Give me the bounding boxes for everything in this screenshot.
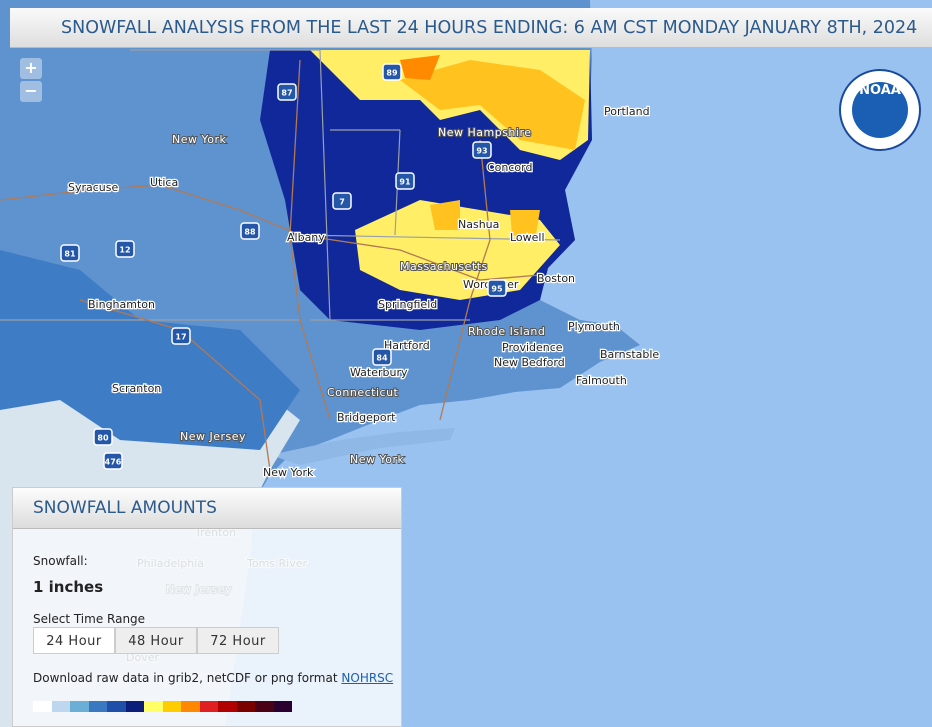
noaa-logo-text: NOAA [859, 83, 901, 98]
shield-number: 7 [339, 198, 345, 207]
snow-yellow-mass [355, 200, 560, 300]
legend-swatch [33, 701, 52, 712]
snow-moderate [0, 250, 300, 450]
highway-shield [277, 83, 297, 101]
legend-swatch [125, 701, 144, 712]
shield-number: 89 [386, 69, 398, 78]
state-label: Rhode Island [468, 325, 545, 338]
shield-number: 91 [399, 178, 411, 187]
highway-shield [372, 348, 392, 366]
city-label: Waterbury [350, 366, 408, 379]
legend-swatch [70, 701, 89, 712]
city-label: Concord [487, 161, 532, 174]
state-label: New Jersey [180, 430, 246, 443]
range-button[interactable]: 24 Hour [33, 627, 115, 654]
range-button[interactable]: 72 Hour [197, 627, 279, 654]
snow-deep-orange [400, 55, 440, 80]
city-label: Barnstable [600, 348, 659, 361]
snow-orange-mass [430, 200, 460, 230]
shield-number: 95 [491, 285, 503, 294]
city-label: Falmouth [576, 374, 627, 387]
long-island [270, 428, 455, 465]
highway-shield [115, 240, 135, 258]
legend-swatch [199, 701, 218, 712]
panel-title: SNOWFALL AMOUNTS [13, 488, 401, 529]
highways [0, 59, 541, 471]
highway-shield [472, 141, 492, 159]
legend-swatch [255, 701, 274, 712]
city-label: Utica [150, 176, 178, 189]
legend-swatch [88, 701, 107, 712]
shield-number: 80 [97, 434, 109, 443]
state-label: Massachusetts [400, 260, 488, 273]
city-label: Providence [502, 341, 563, 354]
city-label: Bridgeport [337, 411, 396, 424]
city-label: Boston [537, 272, 575, 285]
legend-swatch [218, 701, 237, 712]
city-label: Nashua [458, 218, 499, 231]
download-text: Download raw data in grib2, netCDF or pn… [33, 671, 338, 685]
shield-number: 12 [119, 246, 130, 255]
range-button[interactable]: 48 Hour [115, 627, 197, 654]
download-row: Download raw data in grib2, netCDF or pn… [33, 671, 393, 685]
city-label: New Bedford [494, 356, 565, 369]
highway-shield [103, 452, 123, 470]
shield-number: 88 [244, 228, 256, 237]
city-label: New York [263, 466, 314, 479]
legend-swatch [144, 701, 163, 712]
noaa-logo-inner [852, 82, 908, 138]
shield-number: 17 [175, 333, 186, 342]
shield-number: 87 [281, 89, 292, 98]
highway-shield [395, 172, 415, 190]
zoom-in[interactable]: + [20, 58, 42, 79]
header-title: SNOWFALL ANALYSIS FROM THE LAST 24 HOURS… [61, 18, 918, 38]
snowfall-panel: SNOWFALL AMOUNTS Snowfall: 1 inches Sele… [12, 487, 402, 727]
snow-orange-mass2 [510, 210, 540, 240]
snow-orange-north [400, 60, 585, 150]
state-label: New York [172, 133, 227, 146]
field-value: 1 inches [33, 578, 104, 596]
highway-shield [171, 327, 191, 345]
highway-shield [240, 222, 260, 240]
shield-number: 93 [476, 147, 487, 156]
city-label: Lowell [510, 231, 545, 244]
legend [33, 701, 292, 712]
highway-shields: 87 89 93 91 7 88 81 12 17 84 95 80 476 [60, 63, 507, 470]
range-label: Select Time Range [33, 612, 146, 626]
city-label: Scranton [112, 382, 161, 395]
state-label: Connecticut [327, 386, 399, 399]
state-borders [0, 49, 561, 321]
legend-swatch [107, 701, 126, 712]
city-label: Portland [604, 105, 650, 118]
zoom-out[interactable]: − [20, 81, 42, 102]
highway-shield [332, 192, 352, 210]
highway-shield [60, 244, 80, 262]
city-label: Plymouth [568, 320, 620, 333]
legend-swatch [273, 701, 292, 712]
city-label: Hartford [384, 339, 430, 352]
legend-swatch [51, 701, 70, 712]
shield-number: 84 [376, 354, 388, 363]
header-bar: SNOWFALL ANALYSIS FROM THE LAST 24 HOURS… [10, 8, 932, 48]
highway-shield [382, 63, 402, 81]
shield-number: 81 [64, 250, 76, 259]
city-label: Syracuse [68, 181, 119, 194]
legend-swatch [162, 701, 181, 712]
legend-swatch [181, 701, 200, 712]
state-label: New York [350, 453, 405, 466]
download-link[interactable]: NOHRSC [341, 671, 394, 685]
field-label: Snowfall: [33, 554, 88, 568]
city-label: Springfield [378, 298, 437, 311]
city-label: Albany [287, 231, 325, 244]
state-label: New Hampshire [438, 126, 532, 139]
highway-shield [487, 279, 507, 297]
city-label: Binghamton [88, 298, 155, 311]
highway-shield [93, 428, 113, 446]
legend-swatch [236, 701, 255, 712]
shield-number: 476 [105, 458, 122, 467]
